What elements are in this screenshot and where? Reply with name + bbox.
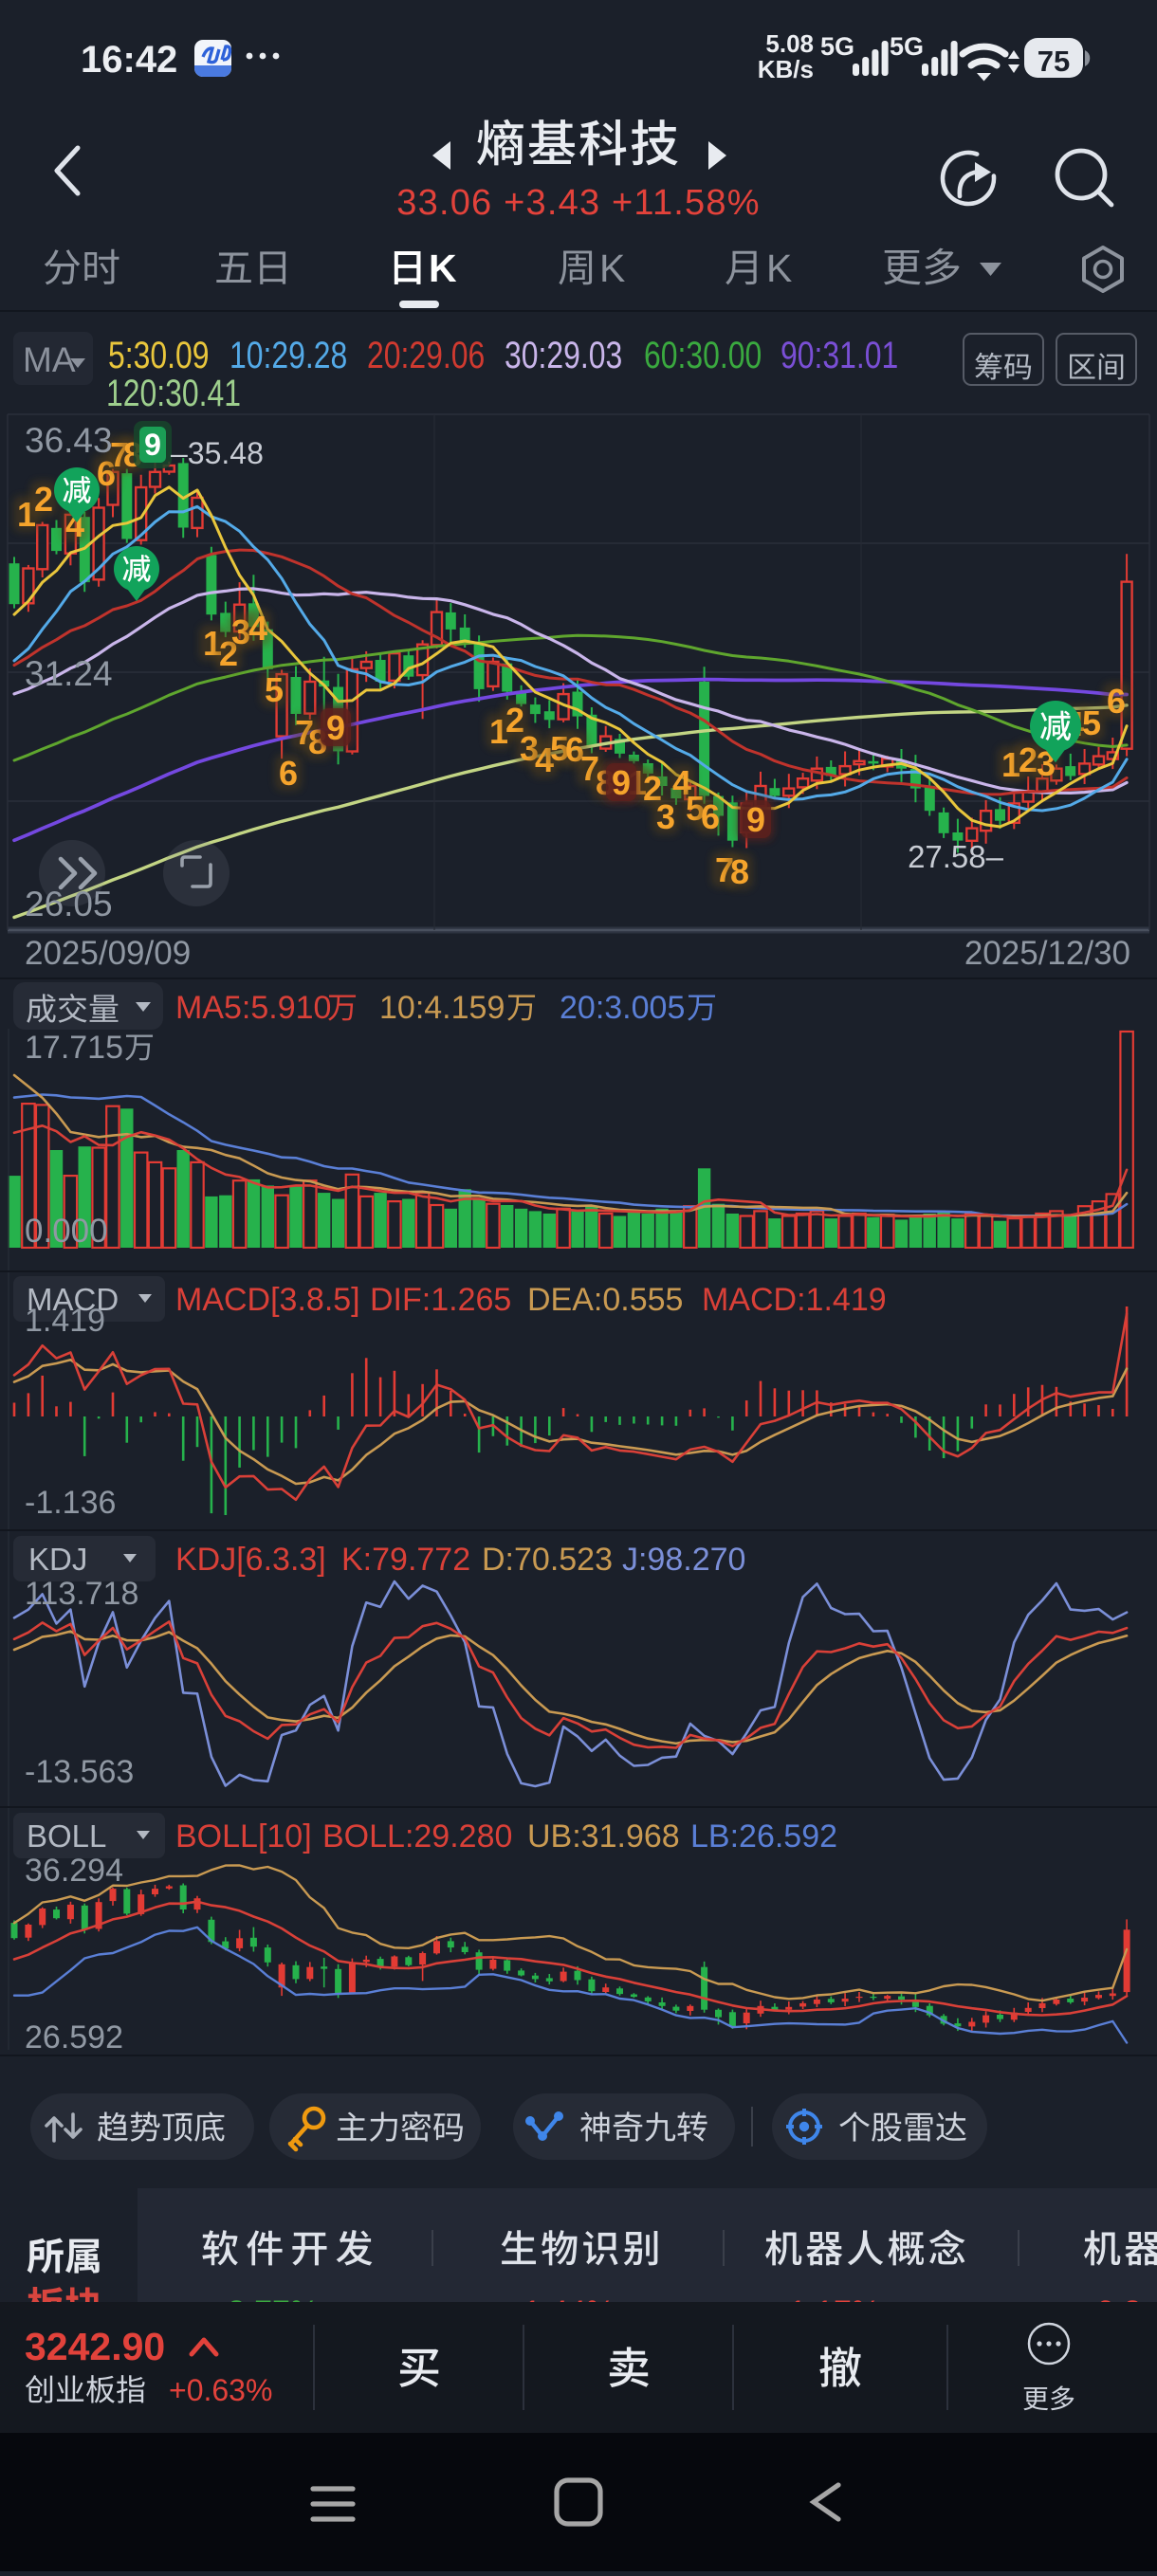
svg-text:K: K [599, 247, 625, 290]
svg-text:6: 6 [701, 797, 720, 836]
svg-text:26.05: 26.05 [25, 885, 113, 923]
svg-text:MACD[3.8.5]: MACD[3.8.5] [175, 1282, 360, 1318]
svg-text:75: 75 [1038, 45, 1070, 78]
svg-text:BOLL[10]: BOLL[10] [175, 1818, 312, 1854]
svg-text:5: 5 [265, 670, 284, 709]
svg-text:27.58–: 27.58– [908, 839, 1004, 874]
svg-text:1.419: 1.419 [25, 1303, 105, 1339]
svg-text:-13.563: -13.563 [25, 1754, 134, 1790]
svg-text:36.294: 36.294 [25, 1853, 123, 1889]
svg-text:8: 8 [730, 852, 749, 891]
svg-text:MA5:5.910: MA5:5.910 [175, 990, 331, 1026]
svg-text:D:70.523: D:70.523 [482, 1542, 613, 1578]
svg-text:J:98.270: J:98.270 [622, 1542, 745, 1578]
svg-text:10:4.159: 10:4.159 [379, 990, 505, 1026]
svg-text:KB/s: KB/s [758, 55, 814, 83]
svg-text:9: 9 [612, 763, 631, 802]
svg-text:9: 9 [144, 428, 161, 462]
svg-text:-1.136: -1.136 [25, 1485, 116, 1521]
svg-text:30:29.03: 30:29.03 [505, 334, 622, 376]
svg-text:3: 3 [656, 797, 675, 836]
svg-text:K:79.772: K:79.772 [341, 1542, 470, 1578]
svg-text:10:29.28: 10:29.28 [230, 334, 347, 376]
svg-text:5.08: 5.08 [765, 29, 814, 58]
svg-text:36.43: 36.43 [25, 421, 113, 460]
svg-text:2: 2 [505, 701, 524, 740]
svg-text:5G: 5G [820, 32, 854, 61]
svg-text:DEA:0.555: DEA:0.555 [527, 1282, 683, 1318]
svg-text:MA: MA [23, 340, 76, 379]
svg-text:DIF:1.265: DIF:1.265 [370, 1282, 511, 1318]
svg-text:9: 9 [746, 800, 765, 839]
svg-text:3242.90: 3242.90 [25, 2325, 165, 2368]
svg-text:MACD: MACD [27, 1282, 119, 1317]
svg-text:5: 5 [1082, 703, 1101, 742]
svg-text:4: 4 [248, 609, 267, 648]
svg-text:26.592: 26.592 [25, 2019, 123, 2055]
svg-text:LB:26.592: LB:26.592 [690, 1818, 837, 1854]
svg-text:K: K [766, 247, 792, 290]
svg-text:–35.48: –35.48 [171, 436, 264, 470]
svg-text:9: 9 [326, 708, 345, 747]
svg-text:2: 2 [643, 769, 662, 808]
svg-text:0.000: 0.000 [25, 1213, 108, 1250]
svg-text:20:3.005: 20:3.005 [560, 990, 685, 1026]
svg-text:17.715: 17.715 [25, 1030, 123, 1066]
svg-text:33.06 +3.43 +11.58%: 33.06 +3.43 +11.58% [396, 183, 760, 223]
svg-text:KDJ: KDJ [28, 1542, 87, 1577]
svg-text:+0.63%: +0.63% [169, 2373, 272, 2407]
svg-text:5:30.09: 5:30.09 [108, 334, 209, 376]
svg-text:5G: 5G [890, 32, 924, 61]
svg-text:120:30.41: 120:30.41 [106, 372, 241, 414]
svg-text:2: 2 [34, 480, 53, 519]
svg-text:16:42: 16:42 [81, 39, 177, 81]
svg-text:60:30.00: 60:30.00 [644, 334, 762, 376]
svg-text:6: 6 [279, 754, 298, 793]
svg-text:BOLL:29.280: BOLL:29.280 [322, 1818, 512, 1854]
svg-text:UB:31.968: UB:31.968 [527, 1818, 680, 1854]
svg-text:20:29.06: 20:29.06 [367, 334, 485, 376]
svg-text:90:31.01: 90:31.01 [781, 334, 898, 376]
svg-text:31.24: 31.24 [25, 654, 113, 693]
svg-text:BOLL: BOLL [27, 1818, 106, 1854]
svg-text:113.718: 113.718 [25, 1576, 138, 1612]
svg-text:MACD:1.419: MACD:1.419 [702, 1282, 887, 1318]
svg-text:K: K [429, 247, 457, 290]
svg-text:KDJ[6.3.3]: KDJ[6.3.3] [175, 1542, 326, 1578]
svg-text:6: 6 [1107, 682, 1126, 721]
svg-text:2025/09/09: 2025/09/09 [25, 935, 191, 972]
svg-text:2025/12/30: 2025/12/30 [964, 935, 1130, 972]
